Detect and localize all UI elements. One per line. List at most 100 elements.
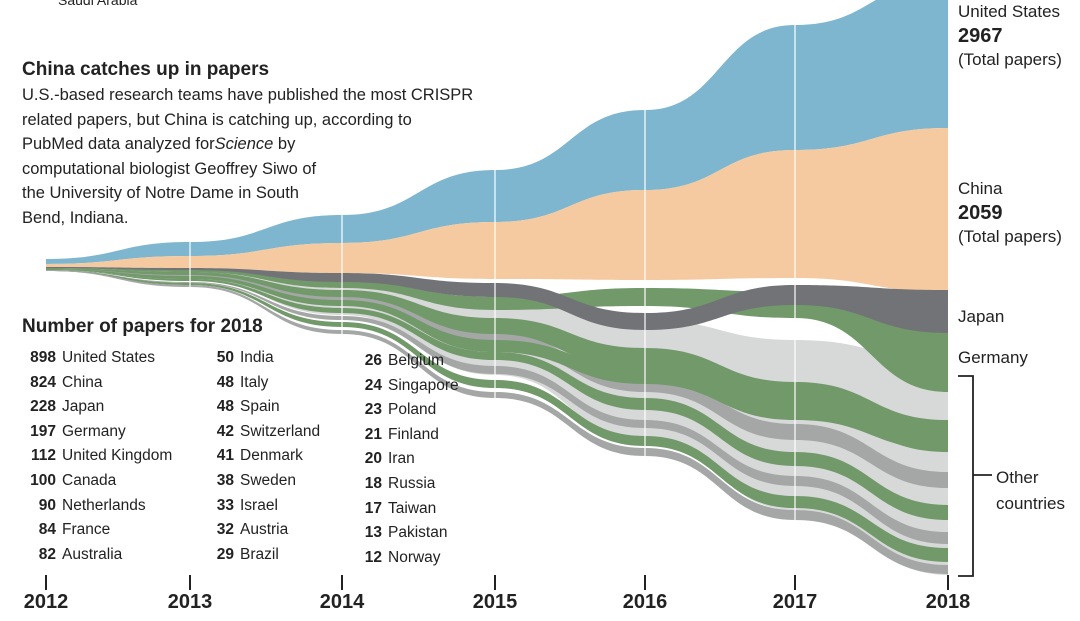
papers-row: 42 Switzerland: [210, 420, 320, 445]
papers-country: India: [240, 349, 274, 366]
papers-row: 33 Israel: [210, 494, 320, 519]
papers-table-col-1: 898 United States 824 China 228 Japan 197 Germa…: [22, 346, 172, 567]
papers-country: Denmark: [240, 447, 303, 465]
papers-country: Japan: [62, 398, 105, 416]
description-line: Bend, Indiana.: [22, 208, 129, 227]
papers-count: 18: [364, 474, 382, 492]
label-china: China 2059 (Total papers): [958, 177, 1062, 249]
other-countries-bracket: [958, 375, 974, 577]
papers-count: 824: [30, 373, 56, 391]
description-line: computational biologist Geoffrey Siwo of: [22, 159, 317, 178]
papers-country: Sweden: [240, 471, 297, 489]
papers-count: 50: [216, 349, 234, 366]
papers-country: Spain: [240, 398, 280, 416]
papers-country: United Kingdom: [62, 447, 173, 465]
papers-country: Taiwan: [388, 499, 437, 517]
label-other-line: Other: [996, 468, 1039, 487]
papers-row: 100 Canada: [22, 469, 172, 494]
table-title: Number of papers for 2018: [22, 316, 263, 337]
x-tick-label: 2013: [168, 591, 213, 613]
papers-count: 84: [38, 521, 56, 539]
papers-row: 21 Finland: [358, 423, 459, 448]
x-tick-label: 2018: [926, 591, 971, 613]
papers-country: France: [62, 521, 111, 539]
papers-count: 42: [216, 422, 234, 440]
papers-row: 13 Pakistan: [358, 521, 459, 546]
papers-country: Norway: [388, 548, 441, 566]
x-tick-label: 2012: [24, 591, 69, 613]
papers-row: 38 Sweden: [210, 469, 320, 494]
label-note: (Total papers): [958, 227, 1062, 246]
papers-country: Germany: [62, 422, 126, 440]
papers-count: 38: [216, 471, 234, 489]
papers-row: 898 United States: [22, 346, 172, 371]
papers-count: 33: [216, 496, 234, 514]
papers-count: 13: [364, 524, 382, 542]
papers-count: 23: [364, 401, 382, 419]
papers-country: Poland: [388, 401, 437, 419]
papers-country: Switzerland: [240, 422, 321, 440]
papers-row: 824 China: [22, 371, 172, 396]
band-japan: [46, 267, 948, 333]
label-note: (Total papers): [958, 50, 1062, 69]
label-name: China: [958, 179, 1003, 198]
papers-row: 32 Austria: [210, 518, 320, 543]
papers-row: 82 Australia: [22, 543, 172, 568]
band-other-countries: [46, 268, 948, 575]
papers-country: Singapore: [388, 376, 459, 394]
cropped-label: Saudi Arabia: [58, 0, 138, 8]
description-line: the University of Notre Dame in South: [22, 184, 299, 202]
papers-count: 20: [364, 450, 382, 468]
papers-count: 24: [364, 376, 382, 394]
papers-count: 48: [216, 373, 234, 391]
papers-count: 898: [30, 349, 56, 366]
papers-count: 41: [216, 447, 234, 465]
papers-country: Italy: [240, 373, 269, 391]
papers-count: 90: [38, 496, 56, 514]
band-united-states: [46, 0, 948, 264]
x-tick-label: 2017: [773, 591, 818, 613]
papers-country: Canada: [62, 471, 117, 489]
papers-country: Belgium: [388, 352, 444, 369]
papers-row: 90 Netherlands: [22, 494, 172, 519]
papers-row: 20 Iran: [358, 447, 459, 472]
papers-row: 12 Norway: [358, 546, 459, 571]
label-united-states: United States 2967 (Total papers): [958, 0, 1062, 72]
description-line: related papers, but China is catching up…: [22, 110, 412, 129]
papers-row: 112 United Kingdom: [22, 444, 172, 469]
papers-country: Netherlands: [62, 496, 146, 514]
x-tick-label: 2014: [320, 591, 365, 613]
papers-country: Russia: [388, 474, 436, 492]
papers-count: 112: [30, 447, 56, 465]
papers-row: 228 Japan: [22, 395, 172, 420]
papers-row: 41 Denmark: [210, 444, 320, 469]
chart-title: China catches up in papers: [22, 59, 270, 80]
label-other-line: countries: [996, 494, 1065, 513]
papers-row: 48 Spain: [210, 395, 320, 420]
papers-count: 82: [38, 545, 56, 563]
label-total: 2059: [958, 202, 1003, 224]
papers-row: 17 Taiwan: [358, 497, 459, 522]
papers-count: 228: [30, 398, 56, 416]
papers-country: Pakistan: [388, 524, 448, 542]
papers-country: Israel: [240, 496, 278, 514]
papers-country: United States: [62, 349, 156, 366]
journal-name: Science: [214, 135, 274, 153]
papers-country: Brazil: [240, 545, 279, 563]
papers-row: 50 India: [210, 346, 320, 371]
papers-count: 100: [30, 471, 56, 489]
papers-count: 197: [30, 422, 56, 440]
label-japan: Japan: [958, 307, 1005, 326]
papers-row: 84 France: [22, 518, 172, 543]
papers-country: Iran: [388, 450, 415, 468]
papers-count: 21: [364, 425, 382, 443]
label-name: United States: [958, 2, 1061, 21]
label-germany: Germany: [958, 348, 1028, 367]
papers-country: Australia: [62, 545, 123, 563]
papers-country: Austria: [240, 521, 289, 539]
label-other-countries: Other countries: [996, 465, 1065, 517]
papers-row: 26 Belgium: [358, 349, 459, 374]
description-line: U.S.-based research teams have published…: [22, 86, 474, 104]
papers-row: 48 Italy: [210, 371, 320, 396]
